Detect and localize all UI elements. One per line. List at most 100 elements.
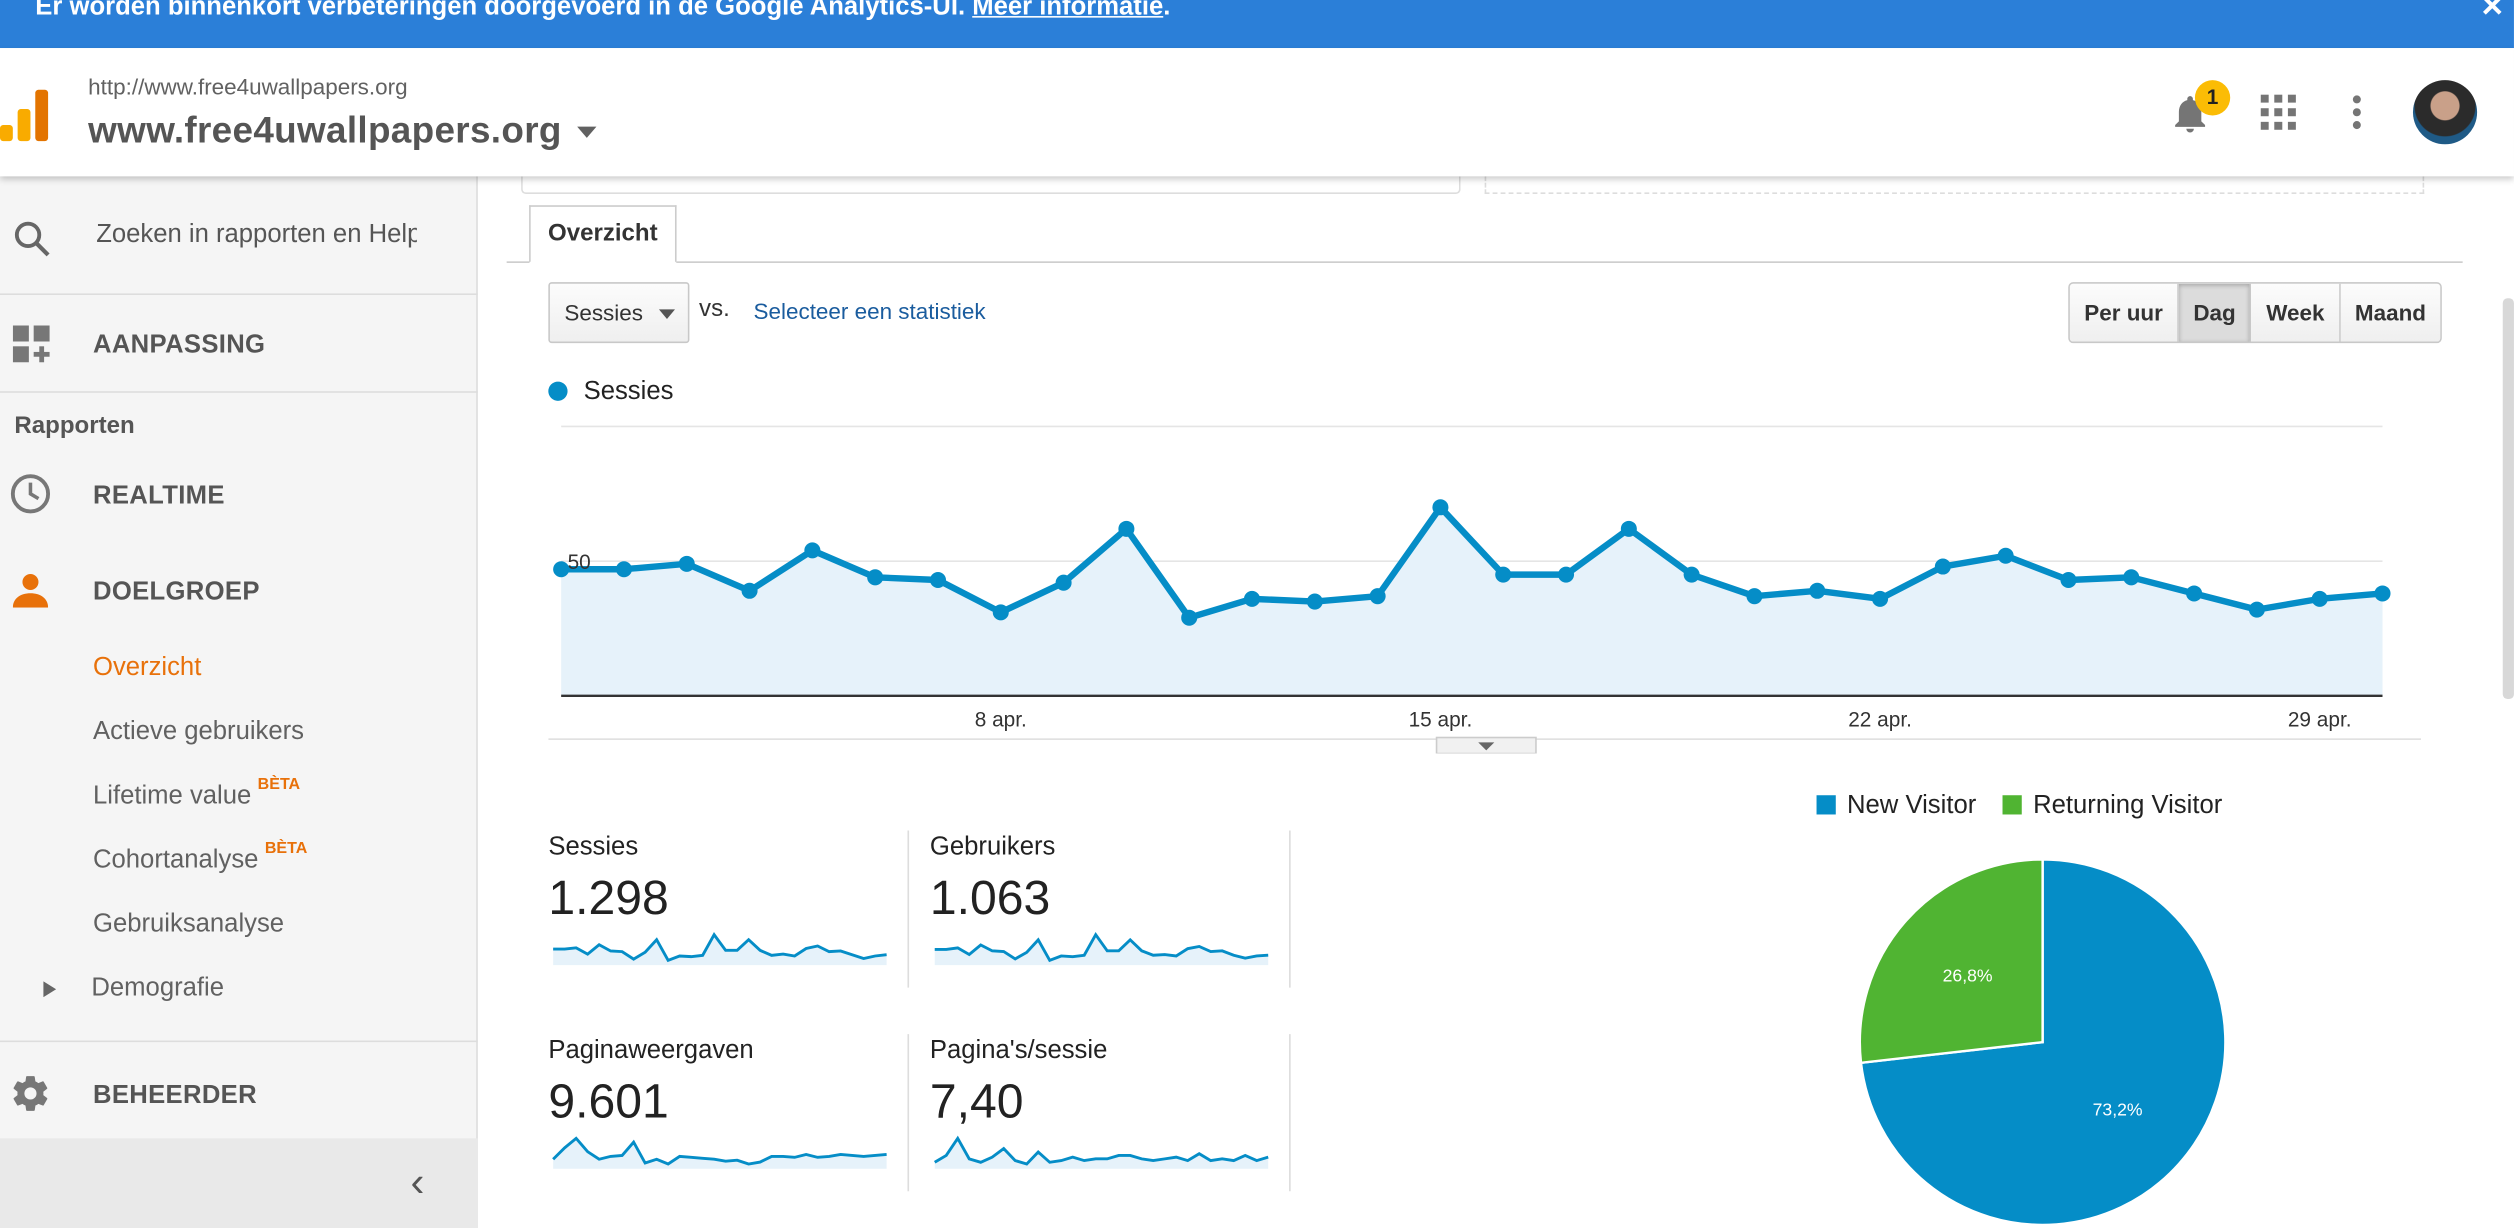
sidebar-item-label-wrap: Lifetime value BÈTA xyxy=(93,776,300,811)
data-point xyxy=(1432,499,1449,516)
sessions-line-chart: 100508 apr.15 apr.22 apr.29 apr. xyxy=(548,425,2421,754)
property-url: http://www.free4uwallpapers.org xyxy=(88,73,408,100)
data-point xyxy=(929,571,947,589)
sidebar-item-admin[interactable]: BEHEERDER xyxy=(0,1071,478,1119)
metric-select[interactable]: Sessies xyxy=(548,282,690,344)
x-tick-label: 22 apr. xyxy=(1848,708,1912,731)
sidebar-item-label: Cohortanalyse xyxy=(92,846,259,874)
add-segment-box[interactable] xyxy=(1484,176,2425,194)
sparkline-line xyxy=(934,932,1269,963)
property-selector[interactable]: www.free4uwallpapers.org xyxy=(88,109,598,152)
sidebar-item-label: AANPASSING xyxy=(92,331,266,360)
banner-text: Er worden binnenkort verbeteringen doorg… xyxy=(35,0,966,21)
legend-returning-visitor: Returning Visitor xyxy=(2033,792,2223,820)
metric-label: Sessies xyxy=(548,833,639,861)
sparkline-area xyxy=(553,1138,887,1169)
top-header: http://www.free4uwallpapers.org www.free… xyxy=(0,48,2514,177)
sidebar-item-label: Overzicht xyxy=(92,654,202,682)
metric-select-value: Sessies xyxy=(564,299,643,326)
analytics-logo[interactable] xyxy=(0,89,49,142)
granularity-hourly-button[interactable]: Per uur xyxy=(2069,283,2179,342)
apps-grid-icon[interactable] xyxy=(2260,94,2296,130)
data-point xyxy=(2060,571,2077,589)
more-vert-icon[interactable] xyxy=(2350,93,2363,131)
data-point xyxy=(741,582,758,599)
data-point xyxy=(1055,574,1072,591)
sidebar-item-cohort-analysis[interactable]: Cohortanalyse BÈTA xyxy=(0,840,478,885)
data-point xyxy=(804,542,821,559)
x-tick-label: 8 apr. xyxy=(975,708,1027,731)
data-point xyxy=(615,561,632,578)
data-point xyxy=(867,569,884,586)
metric-users: Gebruikers 1.063 xyxy=(930,834,1291,991)
granularity-day-button[interactable]: Dag xyxy=(2178,283,2252,342)
pie-legend: New Visitor Returning Visitor xyxy=(1816,792,2223,821)
data-point xyxy=(1934,558,1951,575)
legend-swatch xyxy=(1816,795,1836,815)
metric-value: 1.298 xyxy=(548,872,669,926)
sidebar-item-lifetime-value[interactable]: Lifetime value BÈTA xyxy=(0,776,478,820)
search-input[interactable]: Zoeken in rapporten en Help xyxy=(96,221,417,249)
sidebar-item-label: DOELGROEP xyxy=(92,578,260,607)
triangle-right-icon xyxy=(43,981,57,998)
collapse-sidebar[interactable]: ‹ xyxy=(0,1138,478,1228)
beta-badge: BÈTA xyxy=(257,775,301,794)
select-metric-link[interactable]: Selecteer een statistiek xyxy=(753,298,986,324)
x-tick-label: 15 apr. xyxy=(1409,708,1473,731)
banner-period: . xyxy=(1163,0,1171,21)
close-banner-button[interactable]: ✕ xyxy=(2480,0,2505,23)
data-point xyxy=(1872,590,1889,607)
metric-value: 1.063 xyxy=(929,872,1051,926)
sidebar-item-realtime[interactable]: REALTIME xyxy=(0,471,478,519)
scrollbar[interactable] xyxy=(2502,298,2514,700)
granularity-month-button[interactable]: Maand xyxy=(2340,283,2441,342)
beta-badge: BÈTA xyxy=(264,840,308,858)
data-point xyxy=(1495,566,1512,583)
notification-badge: 1 xyxy=(2194,80,2231,116)
legend-dot xyxy=(548,381,568,401)
sparkline xyxy=(933,1135,1269,1169)
legend-new-visitor: New Visitor xyxy=(1847,792,1977,820)
sidebar-item-customization[interactable]: AANPASSING xyxy=(0,321,478,369)
divider xyxy=(0,1040,478,1043)
data-point xyxy=(2374,585,2391,602)
data-point xyxy=(1243,590,1261,607)
pie-slice xyxy=(1858,858,2044,1065)
data-point xyxy=(678,555,695,572)
chevron-down-icon xyxy=(658,309,675,320)
sparkline-area xyxy=(934,1138,1269,1169)
granularity-toggle: Per uur Dag Week Maand xyxy=(2068,282,2443,344)
metric-pageviews: Paginaweergaven 9.601 xyxy=(548,1037,909,1194)
divider xyxy=(907,830,910,988)
chevron-down-icon xyxy=(1478,742,1495,751)
data-point xyxy=(1181,609,1198,626)
sparkline-line xyxy=(552,1136,887,1166)
sidebar-item-overview[interactable]: Overzicht xyxy=(0,654,478,692)
data-point xyxy=(2186,585,2203,602)
dashboard-add-icon xyxy=(12,325,50,363)
data-point xyxy=(2123,569,2140,586)
data-point xyxy=(992,604,1009,621)
sidebar-item-audience[interactable]: DOELGROEP xyxy=(0,568,478,616)
pie-slice-label: 73,2% xyxy=(2093,1100,2143,1120)
tab-overview[interactable]: Overzicht xyxy=(529,205,677,263)
sidebar-item-active-users[interactable]: Actieve gebruikers xyxy=(0,718,478,756)
reports-heading: Rapporten xyxy=(14,412,135,440)
metric-value: 9.601 xyxy=(548,1075,669,1129)
data-point xyxy=(1746,588,1763,605)
sidebar-search[interactable]: Zoeken in rapporten en Help xyxy=(0,176,478,296)
gear-icon xyxy=(13,1076,48,1111)
vs-label: vs. xyxy=(699,295,730,323)
divider xyxy=(1289,830,1291,988)
announcement-banner: Er worden binnenkort verbeteringen doorg… xyxy=(0,0,2514,49)
avatar[interactable] xyxy=(2412,80,2478,145)
divider xyxy=(1289,1034,1291,1192)
sparkline xyxy=(552,1136,887,1169)
more-info-link[interactable]: Meer informatie xyxy=(972,0,1164,21)
x-tick-label: 29 apr. xyxy=(2288,708,2352,731)
granularity-week-button[interactable]: Week xyxy=(2251,283,2341,342)
metric-sessions: Sessies 1.298 xyxy=(548,834,909,991)
data-point xyxy=(2248,601,2265,618)
sidebar-item-user-explorer[interactable]: Gebruiksanalyse xyxy=(0,911,478,949)
sidebar-item-demographics[interactable]: Demografie xyxy=(0,975,478,1013)
